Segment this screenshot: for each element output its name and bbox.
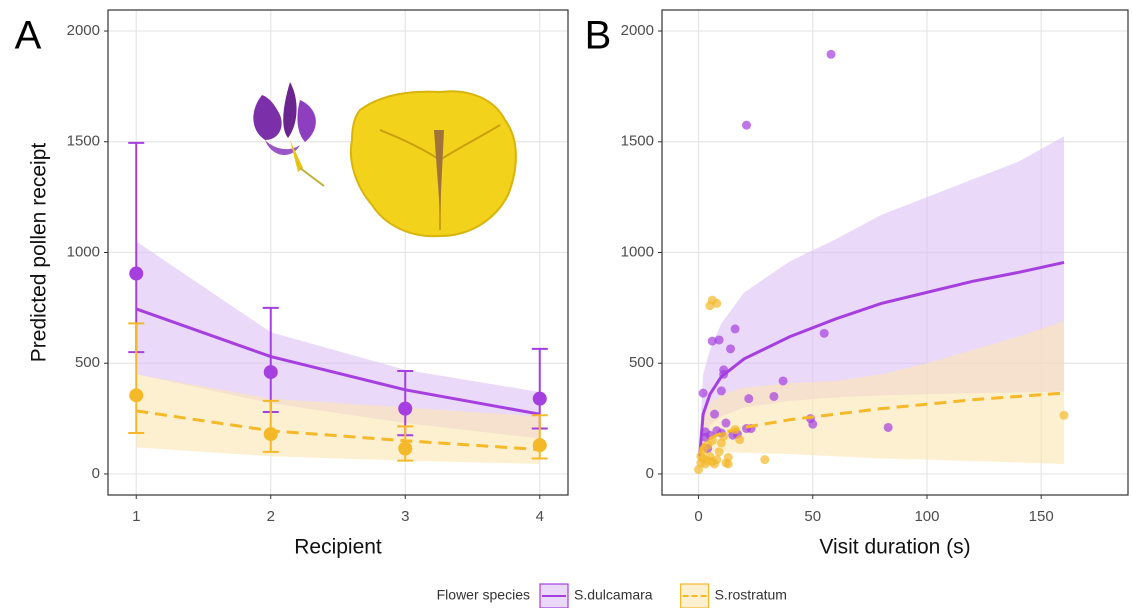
data-point (760, 455, 769, 464)
x-tick-label: 2 (267, 508, 275, 525)
data-point (808, 420, 817, 429)
data-point (129, 388, 143, 402)
legend-title: Flower species (437, 587, 530, 603)
panel-label: A (15, 14, 42, 58)
x-tick-label: 3 (401, 508, 409, 525)
y-axis-label: Predicted pollen receipt (28, 143, 51, 363)
figure: 05001000150020001234ARecipientPredicted … (0, 0, 1132, 608)
data-point (710, 410, 719, 419)
data-point (533, 438, 547, 452)
y-tick-label: 1000 (621, 243, 654, 260)
data-point (744, 394, 753, 403)
legend-label: S.dulcamara (574, 587, 653, 603)
panel-label: B (585, 14, 612, 58)
data-point (827, 50, 836, 59)
y-tick-label: 500 (629, 354, 654, 371)
y-tick-label: 500 (75, 354, 100, 371)
data-point (726, 344, 735, 353)
data-point (724, 459, 733, 468)
data-point (1060, 411, 1069, 420)
x-axis-label: Visit duration (s) (819, 536, 970, 559)
data-point (731, 324, 740, 333)
data-point (721, 419, 730, 428)
y-tick-label: 1500 (67, 133, 100, 150)
data-point (398, 402, 412, 416)
data-point (769, 392, 778, 401)
data-point (735, 435, 744, 444)
data-point (715, 447, 724, 456)
data-point (715, 335, 724, 344)
panel: 0 500 1000 1500 2000 0 50 100 150 B Visit duration… (585, 10, 1128, 559)
x-tick-label: 0 (694, 508, 702, 525)
data-point (712, 299, 721, 308)
x-tick-label: 100 (914, 508, 939, 525)
y-tick-label: 0 (92, 465, 100, 482)
data-point (701, 427, 710, 436)
data-point (717, 386, 726, 395)
legend-label: S.rostratum (715, 587, 787, 603)
data-point (712, 455, 721, 464)
data-point (731, 425, 740, 434)
y-tick-label: 0 (646, 465, 654, 482)
data-point (533, 392, 547, 406)
data-point (884, 423, 893, 432)
data-point (129, 267, 143, 281)
y-tick-label: 2000 (621, 22, 654, 39)
data-point (398, 441, 412, 455)
x-tick-label: 4 (536, 508, 544, 525)
x-axis-label: Recipient (294, 536, 382, 559)
data-point (696, 452, 705, 461)
data-point (708, 436, 717, 445)
x-tick-label: 1 (132, 508, 140, 525)
legend: Flower species S.dulcamara S.rostratum (437, 584, 787, 608)
y-tick-label: 1500 (621, 133, 654, 150)
data-point (699, 389, 708, 398)
x-tick-label: 50 (804, 508, 821, 525)
data-point (264, 427, 278, 441)
data-point (779, 376, 788, 385)
data-point (719, 432, 728, 441)
data-point (264, 365, 278, 379)
data-point (719, 370, 728, 379)
x-tick-label: 150 (1029, 508, 1054, 525)
data-point (820, 329, 829, 338)
data-point (742, 121, 751, 130)
y-tick-label: 2000 (67, 22, 100, 39)
y-tick-label: 1000 (67, 243, 100, 260)
